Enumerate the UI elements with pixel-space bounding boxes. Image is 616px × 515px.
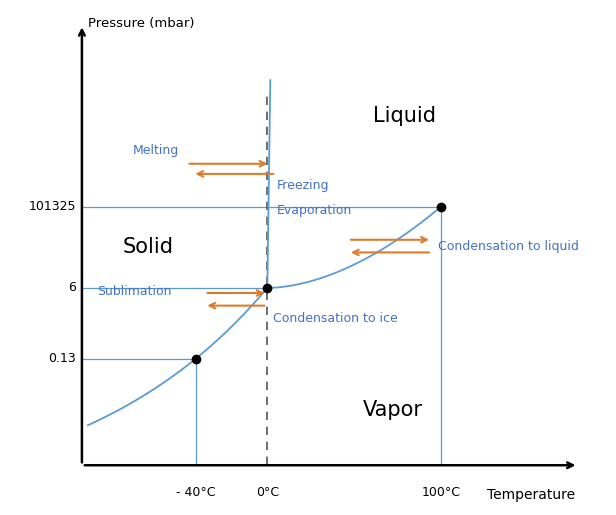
Text: Condensation to ice: Condensation to ice xyxy=(274,312,398,325)
Text: Condensation to liquid: Condensation to liquid xyxy=(438,240,578,253)
Text: Melting: Melting xyxy=(133,144,179,157)
Text: 0°C: 0°C xyxy=(256,486,279,499)
Text: Temperature: Temperature xyxy=(487,488,575,502)
Text: Liquid: Liquid xyxy=(373,106,436,126)
Text: Freezing: Freezing xyxy=(277,179,329,192)
Text: 100°C: 100°C xyxy=(421,486,460,499)
Text: 6: 6 xyxy=(68,281,76,295)
Text: Vapor: Vapor xyxy=(363,400,423,420)
Text: 101325: 101325 xyxy=(28,200,76,213)
Text: Solid: Solid xyxy=(122,237,173,258)
Text: Pressure (mbar): Pressure (mbar) xyxy=(88,17,195,30)
Text: Evaporation: Evaporation xyxy=(277,204,352,217)
Text: - 40°C: - 40°C xyxy=(176,486,216,499)
Text: 0.13: 0.13 xyxy=(48,352,76,365)
Text: Sublimation: Sublimation xyxy=(97,285,171,299)
